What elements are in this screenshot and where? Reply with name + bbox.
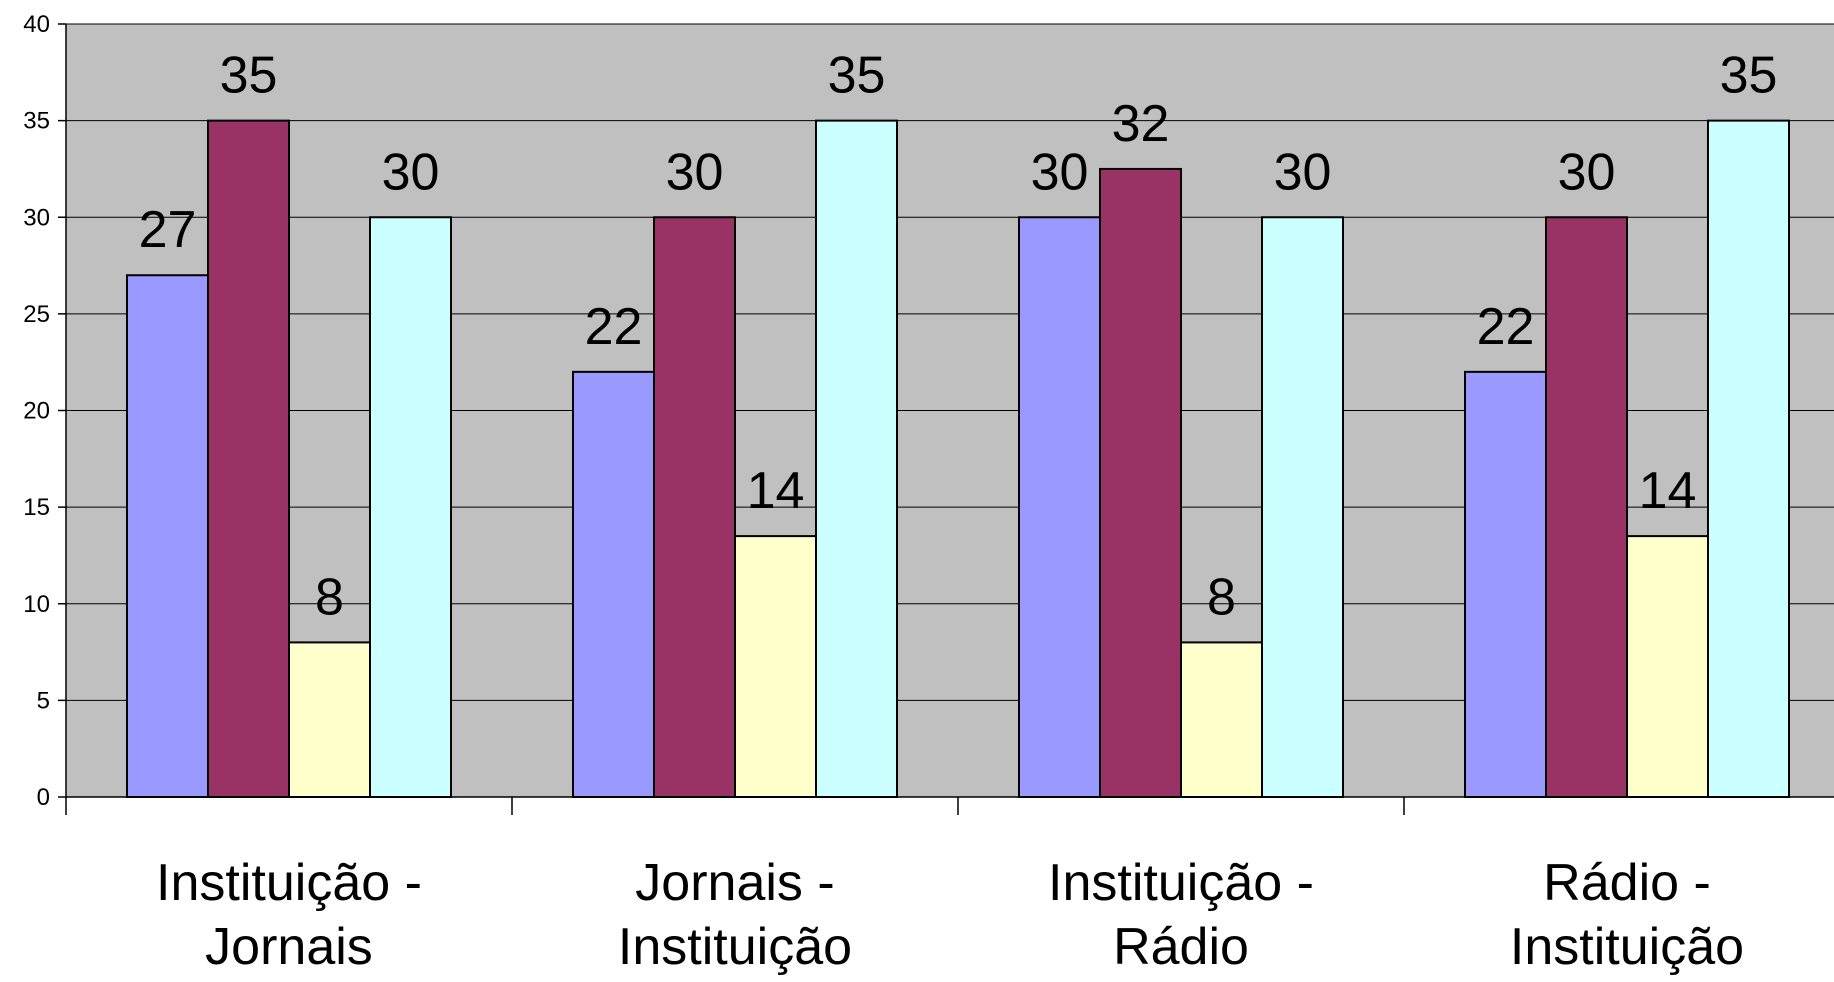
bar bbox=[1626, 535, 1709, 798]
category-label: Instituição bbox=[618, 918, 852, 976]
y-tick-label: 5 bbox=[37, 687, 50, 714]
bar bbox=[1464, 370, 1547, 798]
y-tick-label: 40 bbox=[23, 11, 50, 38]
category-label: Instituição - bbox=[156, 854, 422, 912]
data-label: 30 bbox=[666, 143, 724, 201]
data-label: 35 bbox=[828, 47, 886, 105]
category-labels: Instituição - Jornais Jornais - Instituição… bbox=[156, 854, 1744, 976]
data-label: 35 bbox=[1720, 47, 1778, 105]
data-label: 22 bbox=[1477, 298, 1535, 356]
bar bbox=[1018, 216, 1101, 798]
data-label: 35 bbox=[220, 47, 278, 105]
category-label: Rádio bbox=[1113, 918, 1249, 976]
data-label: 14 bbox=[747, 462, 805, 520]
y-tick-label: 20 bbox=[23, 398, 50, 425]
bar bbox=[653, 216, 736, 798]
category-label: Rádio - bbox=[1543, 854, 1711, 912]
bar bbox=[1707, 119, 1790, 798]
data-label: 27 bbox=[139, 201, 197, 259]
axes bbox=[58, 23, 1834, 815]
category-label: Jornais bbox=[205, 918, 373, 976]
y-tick-labels: 0 5 10 15 20 25 30 35 40 bbox=[23, 11, 50, 811]
bar bbox=[207, 119, 290, 798]
bar bbox=[288, 641, 371, 799]
bars bbox=[126, 119, 1790, 799]
data-label: 22 bbox=[585, 298, 643, 356]
data-label: 30 bbox=[382, 143, 440, 201]
bar bbox=[815, 119, 898, 798]
y-tick-label: 10 bbox=[23, 591, 50, 618]
bar bbox=[572, 370, 655, 798]
data-label: 8 bbox=[315, 568, 344, 626]
bar bbox=[369, 216, 452, 798]
y-tick-label: 15 bbox=[23, 494, 50, 521]
data-label: 30 bbox=[1558, 143, 1616, 201]
category-label: Instituição - bbox=[1048, 854, 1314, 912]
y-tick-label: 35 bbox=[23, 108, 50, 135]
bar bbox=[1545, 216, 1628, 798]
data-label: 30 bbox=[1031, 143, 1089, 201]
data-label: 32 bbox=[1112, 95, 1170, 153]
bar bbox=[734, 535, 817, 798]
bar bbox=[1261, 216, 1344, 798]
y-tick-label: 30 bbox=[23, 204, 50, 231]
bar bbox=[1099, 167, 1182, 798]
y-tick-label: 25 bbox=[23, 301, 50, 328]
data-labels: 27 35 8 30 22 30 14 35 30 32 8 30 22 30 14 35 bbox=[139, 47, 1778, 627]
bar bbox=[126, 274, 209, 799]
category-label: Jornais - bbox=[635, 854, 834, 912]
y-tick-label: 0 bbox=[37, 784, 50, 811]
data-label: 8 bbox=[1207, 568, 1236, 626]
data-label: 14 bbox=[1639, 462, 1697, 520]
category-label: Instituição bbox=[1510, 918, 1744, 976]
data-label: 30 bbox=[1274, 143, 1332, 201]
bar bbox=[1180, 641, 1263, 799]
